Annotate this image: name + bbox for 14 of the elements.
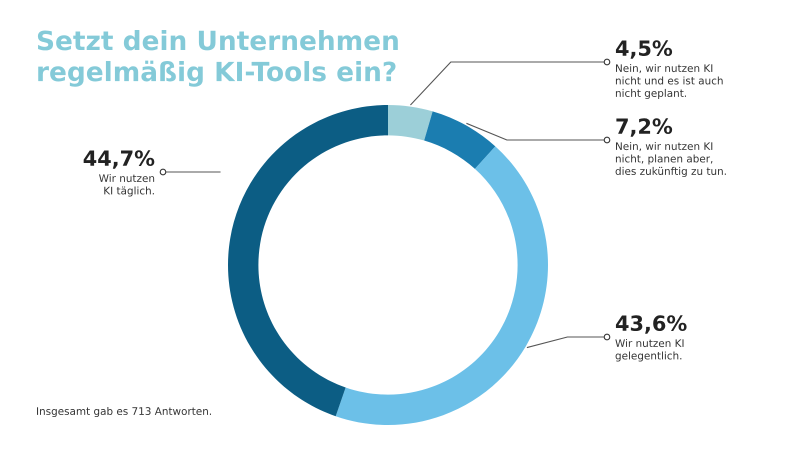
data-label: 4,5% xyxy=(616,40,672,59)
chart-title: Setzt dein Unternehmen regelmäßig KI-Tools ein? xyxy=(38,30,398,87)
slice-label: Wir nutzen KI gelegentlich. xyxy=(615,339,684,362)
donut-slice xyxy=(228,105,388,416)
slice-label: Nein, wir nutzen KI nicht und es ist auch nicht geplant. xyxy=(616,64,723,99)
donut-slice xyxy=(336,146,548,425)
text: Insgesamt gab es 713 Antworten. xyxy=(37,406,212,418)
data-label: 44,7% xyxy=(84,150,154,169)
slice-label: Wir nutzen KI täglich. xyxy=(99,174,154,197)
slice-label: Nein, wir nutzen KI nicht, planen aber, dies zukünftig zu tun. xyxy=(616,142,726,177)
data-label: 7,2% xyxy=(616,118,672,137)
donut-slice xyxy=(388,105,433,141)
donut-slice xyxy=(424,111,496,169)
data-label: 43,6% xyxy=(616,315,687,334)
